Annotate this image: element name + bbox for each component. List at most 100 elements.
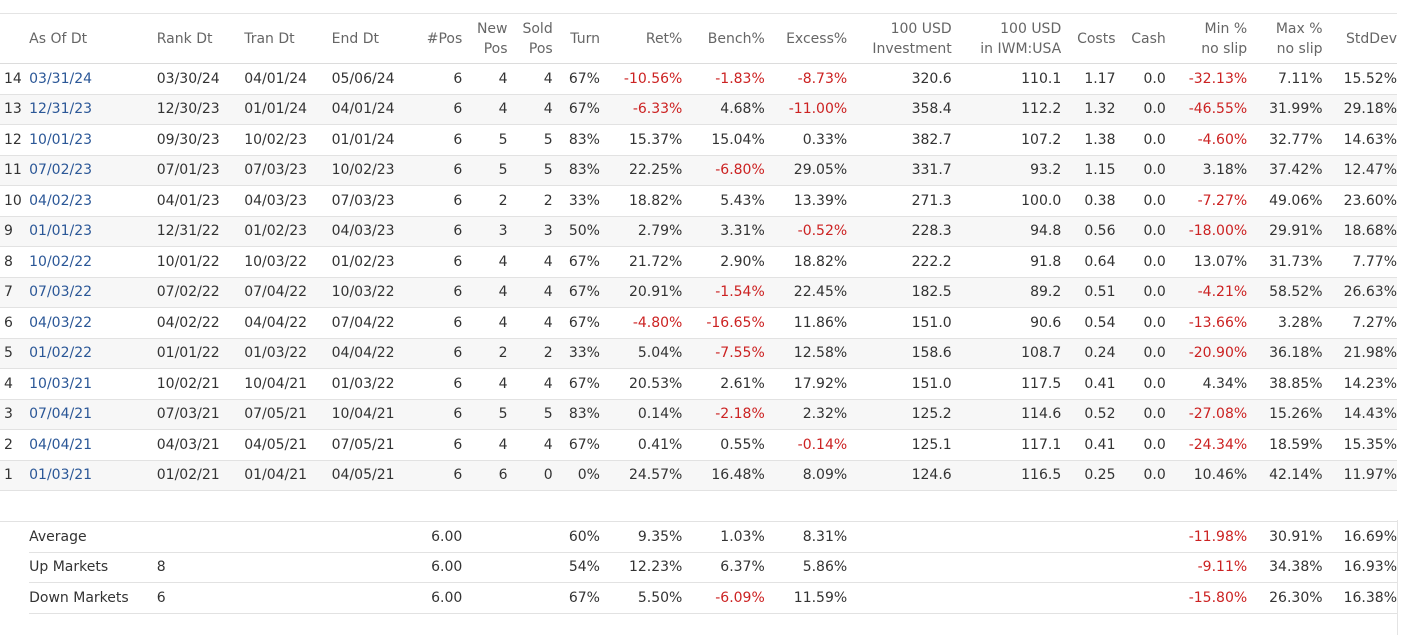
as-of-date-link[interactable]: 01/03/21 (29, 467, 93, 484)
as-of-date-link[interactable]: 12/31/23 (29, 101, 93, 118)
as-of-date-link[interactable]: 01/02/22 (29, 345, 93, 362)
cell-pos-count: 6 (401, 399, 463, 430)
empty-cell (1115, 552, 1166, 583)
cell-cash: 0.0 (1115, 429, 1166, 461)
table-row: 14 03/31/24 03/30/24 04/01/24 05/06/24 6 4 4 67%… (0, 63, 1397, 95)
cell-rank-date: 04/03/21 (156, 429, 245, 461)
cell-row-index: 3 (0, 399, 30, 430)
cell-pos-count: 6 (401, 124, 463, 156)
cell-investment: 358.4 (847, 94, 952, 125)
cell-end-date: 01/02/23 (331, 246, 402, 278)
as-of-date-link[interactable]: 10/02/22 (29, 253, 93, 270)
table-row: 12 10/01/23 09/30/23 10/02/23 01/01/24 6 5 5 83%… (0, 124, 1397, 156)
cell-summary-count: 6 (156, 582, 245, 614)
cell-investment: 125.1 (847, 429, 952, 461)
as-of-date-link[interactable]: 04/02/23 (29, 192, 93, 209)
cell-min-no-slip: -18.00% (1165, 216, 1248, 247)
cell-row-index: 8 (0, 246, 30, 278)
col-header-new-pos-line2: Pos (483, 40, 508, 57)
col-header-excess[interactable]: Excess% (764, 14, 848, 64)
cell-new-pos: 6 (462, 460, 508, 491)
col-header-new-pos-line1: New (476, 20, 508, 37)
col-header-new-pos[interactable]: New Pos (462, 14, 508, 64)
cell-pos-count: 6 (401, 277, 463, 308)
col-header-investment[interactable]: 100 USD Investment (847, 14, 952, 64)
col-header-costs[interactable]: Costs (1061, 14, 1116, 64)
cell-max-no-slip: 38.85% (1247, 368, 1323, 400)
header-row: As Of Dt Rank Dt Tran Dt End Dt #Pos New… (0, 14, 1397, 64)
cell-min-no-slip: -7.27% (1165, 185, 1248, 217)
as-of-date-link[interactable]: 04/03/22 (29, 314, 93, 331)
as-of-date-link[interactable]: 07/04/21 (29, 406, 93, 423)
cell-stddev: 23.60% (1322, 185, 1397, 217)
cell-max-no-slip: 37.42% (1247, 155, 1323, 186)
cell-sold-pos: 4 (507, 429, 553, 461)
cell-new-pos: 5 (462, 155, 508, 186)
spacer-row (0, 490, 1397, 522)
cell-turn: 83% (552, 155, 600, 186)
cell-end-date: 04/05/21 (331, 460, 402, 491)
cell-excess: 11.86% (764, 307, 848, 339)
col-header-sold-pos-line1: Sold (522, 20, 553, 37)
as-of-date-link[interactable]: 03/31/24 (29, 70, 93, 87)
cell-end-date: 04/04/22 (331, 338, 402, 369)
cell-as-of-dt: 07/02/23 (29, 155, 157, 186)
col-header-rank-dt[interactable]: Rank Dt (156, 14, 245, 64)
spacer-cell (29, 490, 157, 522)
col-header-sold-pos[interactable]: Sold Pos (507, 14, 553, 64)
cell-ret: 0.14% (599, 399, 683, 430)
empty-cell (244, 552, 332, 583)
cell-new-pos: 4 (462, 277, 508, 308)
cell-min-no-slip: -27.08% (1165, 399, 1248, 430)
col-header-iwm[interactable]: 100 USD in IWM:USA (951, 14, 1062, 64)
cell-tran-date: 04/03/23 (244, 185, 332, 217)
cell-stddev: 14.43% (1322, 399, 1397, 430)
cell-summary-bench: 1.03% (682, 521, 765, 553)
col-header-pos[interactable]: #Pos (401, 14, 463, 64)
as-of-date-link[interactable]: 04/04/21 (29, 436, 93, 453)
as-of-date-link[interactable]: 07/02/23 (29, 162, 93, 179)
cell-tran-date: 07/05/21 (244, 399, 332, 430)
cell-investment: 182.5 (847, 277, 952, 308)
col-header-stddev[interactable]: StdDev (1322, 14, 1397, 64)
cell-bench: -1.83% (682, 63, 765, 95)
cell-pos-count: 6 (401, 460, 463, 491)
col-header-bench[interactable]: Bench% (682, 14, 765, 64)
table-row: 3 07/04/21 07/03/21 07/05/21 10/04/21 6 5 5 83% 0… (0, 399, 1397, 430)
as-of-date-link[interactable]: 10/03/21 (29, 375, 93, 392)
col-header-cash[interactable]: Cash (1115, 14, 1166, 64)
cell-costs: 0.24 (1061, 338, 1116, 369)
cell-stddev: 7.27% (1322, 307, 1397, 339)
spacer-cell (244, 490, 332, 522)
col-header-ret[interactable]: Ret% (599, 14, 683, 64)
cell-rank-date: 04/01/23 (156, 185, 245, 217)
cell-bench: -2.18% (682, 399, 765, 430)
as-of-date-link[interactable]: 07/03/22 (29, 284, 93, 301)
spacer-cell (552, 490, 600, 522)
cell-costs: 0.56 (1061, 216, 1116, 247)
spacer-cell (0, 490, 30, 522)
col-header-end-dt[interactable]: End Dt (331, 14, 402, 64)
as-of-date-link[interactable]: 10/01/23 (29, 131, 93, 148)
cell-pos-count: 6 (401, 155, 463, 186)
col-header-min[interactable]: Min % no slip (1165, 14, 1248, 64)
cell-bench: 4.68% (682, 94, 765, 125)
empty-cell (0, 552, 30, 583)
cell-excess: 0.33% (764, 124, 848, 156)
cell-tran-date: 01/02/23 (244, 216, 332, 247)
col-header-turn[interactable]: Turn (552, 14, 600, 64)
backtest-results-table: As Of Dt Rank Dt Tran Dt End Dt #Pos New… (0, 14, 1397, 614)
col-header-as-of-dt[interactable]: As Of Dt (29, 14, 157, 64)
cell-investment: 151.0 (847, 307, 952, 339)
cell-max-no-slip: 3.28% (1247, 307, 1323, 339)
empty-cell (847, 552, 952, 583)
as-of-date-link[interactable]: 01/01/23 (29, 223, 93, 240)
cell-rank-date: 01/01/22 (156, 338, 245, 369)
cell-bench: -7.55% (682, 338, 765, 369)
cell-row-index: 7 (0, 277, 30, 308)
table-row: 5 01/02/22 01/01/22 01/03/22 04/04/22 6 2 2 33% 5… (0, 338, 1397, 369)
col-header-max[interactable]: Max % no slip (1247, 14, 1323, 64)
cell-sold-pos: 0 (507, 460, 553, 491)
cell-ret: 15.37% (599, 124, 683, 156)
col-header-tran-dt[interactable]: Tran Dt (244, 14, 332, 64)
